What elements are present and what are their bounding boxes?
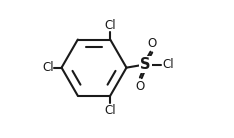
Text: S: S	[140, 57, 151, 72]
Text: O: O	[136, 80, 145, 93]
Text: Cl: Cl	[162, 59, 174, 71]
Text: Cl: Cl	[104, 104, 116, 117]
Text: O: O	[147, 37, 157, 50]
Text: Cl: Cl	[42, 61, 54, 74]
Text: Cl: Cl	[104, 19, 116, 32]
